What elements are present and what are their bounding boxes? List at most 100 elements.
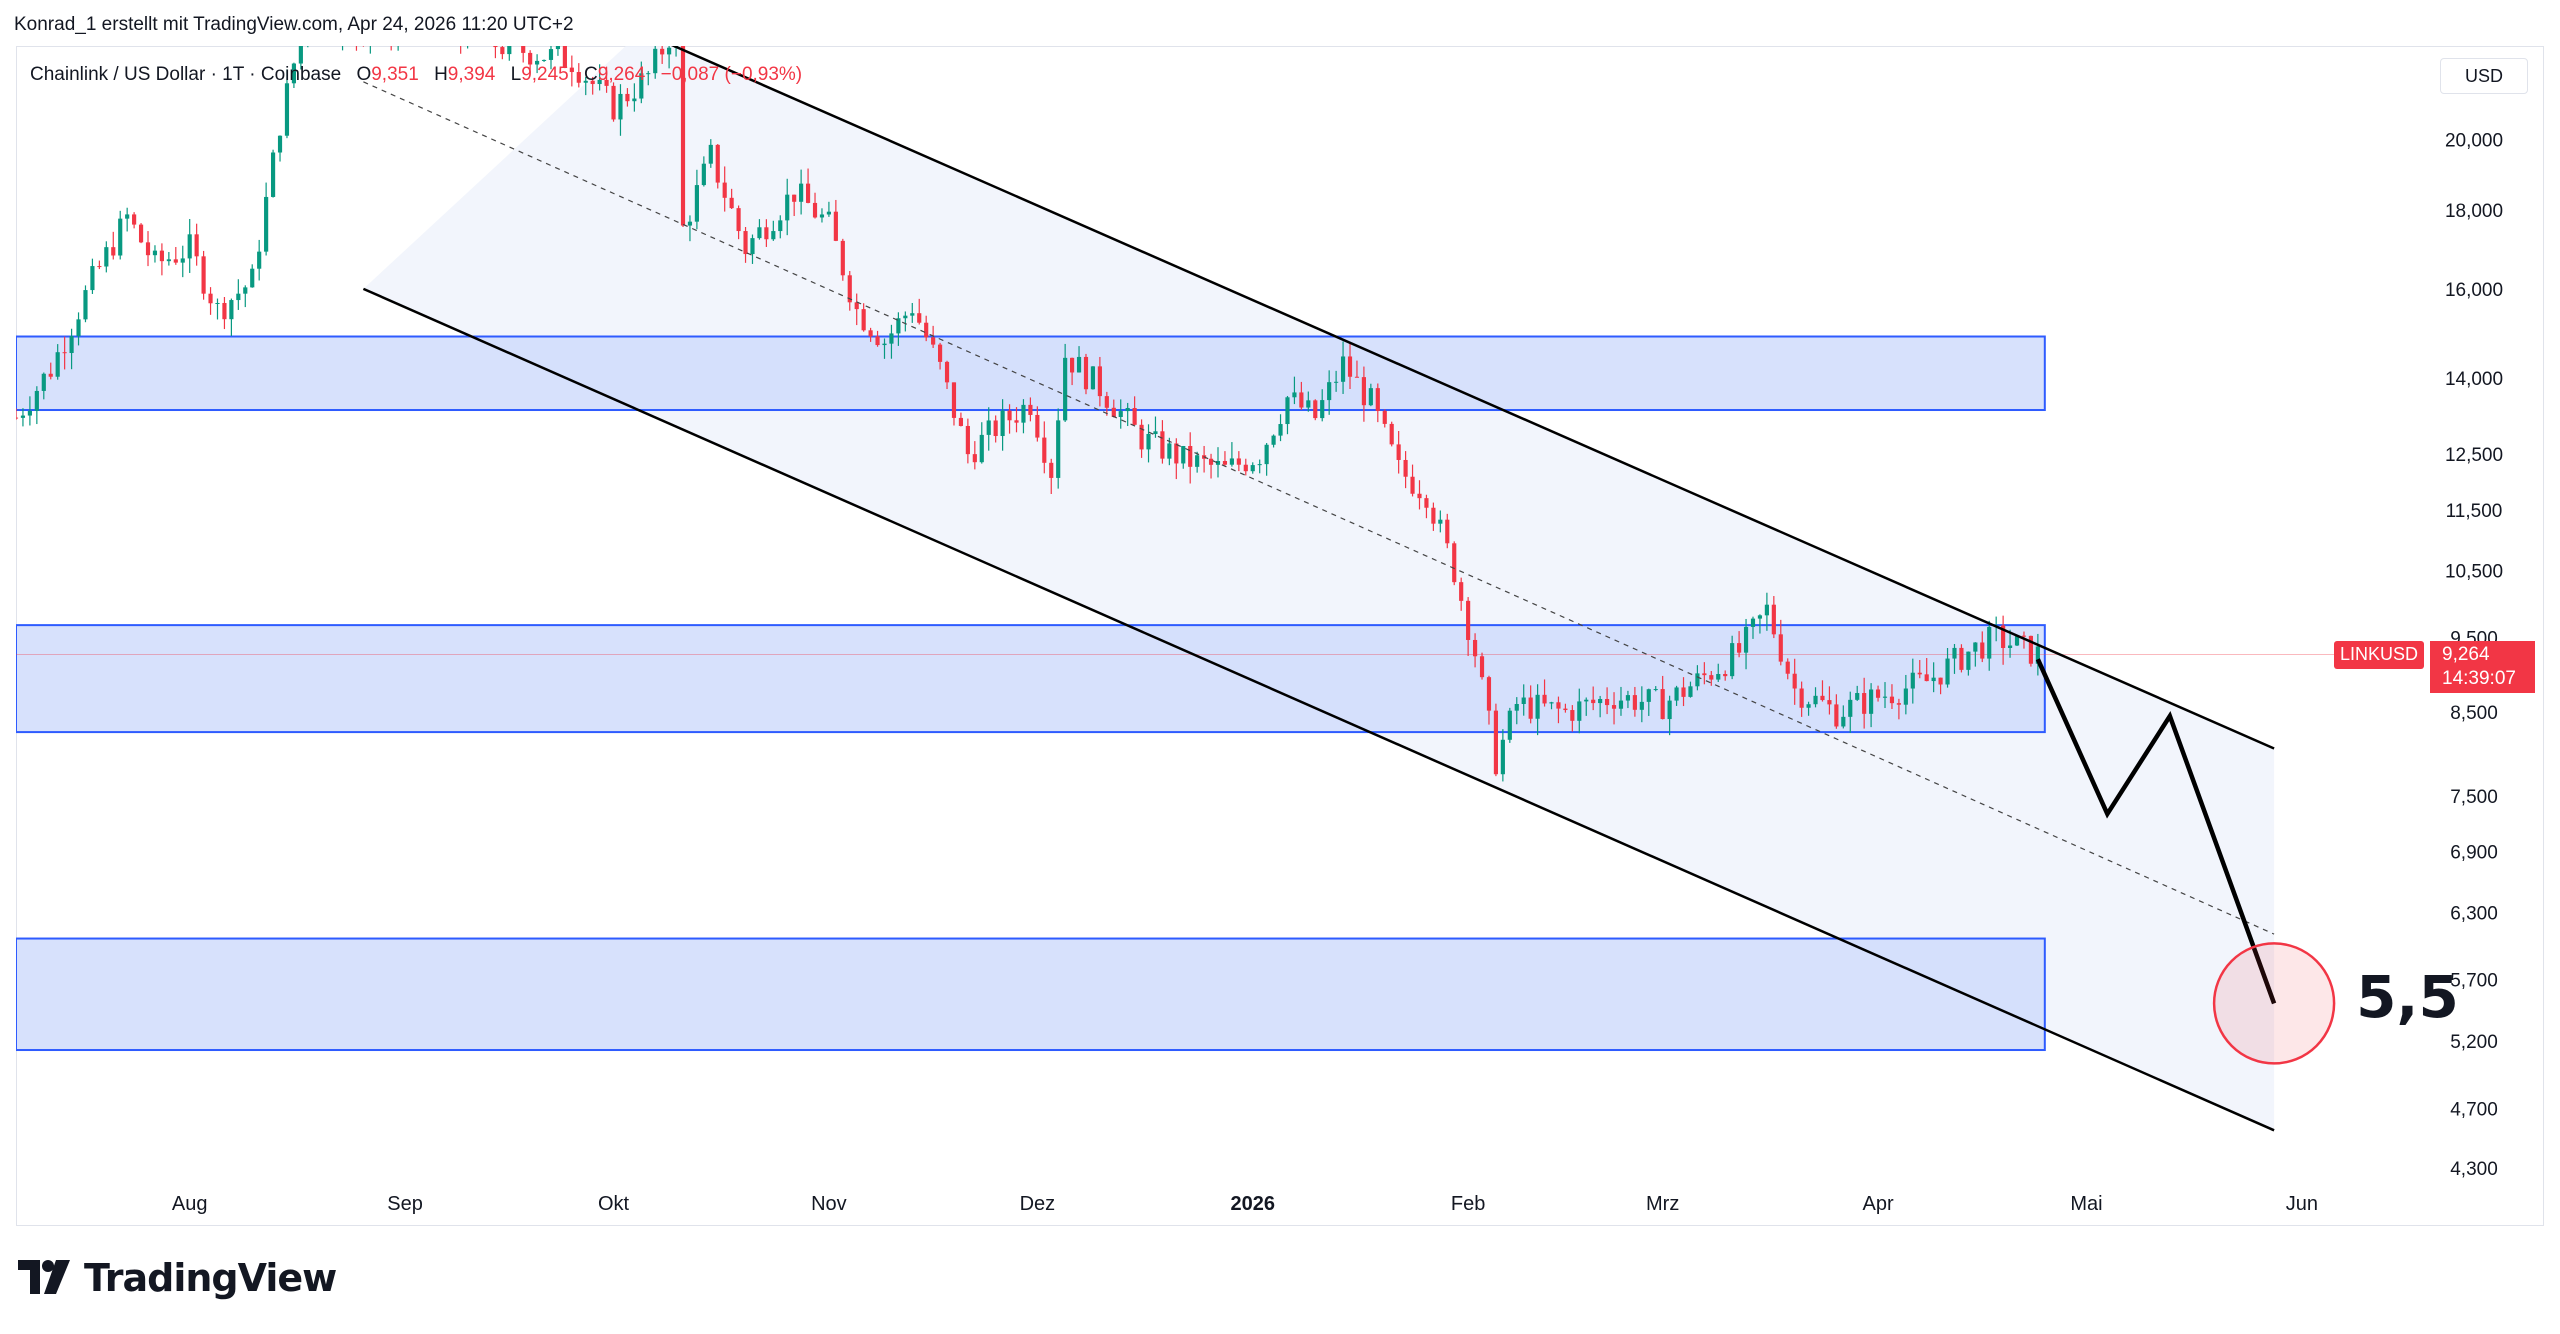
candle-body	[452, 20, 456, 31]
candle	[1014, 407, 1019, 433]
candle	[1570, 705, 1575, 732]
candle-body	[819, 214, 825, 218]
candle-body	[361, 36, 365, 44]
candle-body	[1723, 674, 1728, 677]
candle	[694, 169, 699, 230]
candle	[355, 46, 358, 51]
candle	[1952, 643, 1957, 674]
candle	[792, 194, 797, 217]
price-zone-3	[16, 937, 2046, 1052]
candle-body	[76, 319, 81, 337]
candle	[819, 208, 825, 223]
candle-body	[1361, 377, 1366, 406]
candle	[1792, 658, 1797, 705]
candle	[250, 264, 255, 288]
candle-body	[1584, 699, 1589, 702]
candle	[1299, 381, 1304, 411]
candle	[291, 62, 297, 88]
y-tick-label: 11,500	[2446, 501, 2503, 522]
candle	[632, 83, 637, 112]
candle	[854, 293, 859, 326]
candle-body	[424, 9, 428, 16]
candle	[1723, 670, 1728, 681]
candle-body	[764, 227, 769, 240]
y-tick-label: 4,700	[2450, 1100, 2498, 1121]
candle	[390, 46, 392, 51]
candle-body	[1785, 661, 1790, 674]
candle-body	[729, 197, 734, 209]
candle-body	[1410, 476, 1415, 494]
candle	[979, 422, 984, 464]
candle-body	[1896, 703, 1901, 705]
candle-body	[1632, 695, 1637, 710]
candle	[138, 223, 144, 244]
candle-body	[69, 336, 74, 354]
candle-body	[375, 31, 379, 36]
candle-body	[604, 79, 609, 86]
candle	[1320, 389, 1325, 422]
candle-body	[826, 211, 831, 215]
y-tick-label: 20,000	[2445, 131, 2503, 152]
candle-body	[882, 343, 887, 346]
candle	[1417, 480, 1422, 510]
candle-body	[1368, 388, 1373, 406]
candle	[1528, 685, 1533, 724]
candle-body	[597, 79, 602, 85]
candle-body	[680, 46, 686, 226]
candle	[410, 19, 414, 40]
candle-body	[1243, 464, 1248, 472]
candle	[1889, 684, 1895, 709]
candle	[20, 408, 26, 427]
candle-body	[1264, 444, 1269, 465]
candle	[1354, 360, 1360, 378]
candle	[1862, 677, 1867, 729]
candle	[1431, 502, 1436, 531]
symbol-title[interactable]: Chainlink / US Dollar · 1T · Coinbase	[30, 64, 342, 85]
tradingview-logo[interactable]: TradingView	[18, 1256, 337, 1300]
high-label: H	[434, 64, 448, 85]
candle	[917, 298, 922, 325]
candle-body	[833, 211, 838, 241]
candle	[1167, 437, 1172, 466]
candle	[452, 6, 456, 44]
candle-body	[1646, 689, 1651, 702]
candle-body	[1021, 404, 1026, 423]
currency-button[interactable]: USD	[2440, 58, 2528, 94]
candle	[639, 61, 644, 104]
candle	[937, 342, 943, 370]
candle	[1625, 690, 1631, 709]
candle-body	[687, 221, 693, 226]
candle-body	[298, 46, 303, 64]
candle-body	[910, 313, 915, 316]
candle-body	[1695, 673, 1700, 687]
candle-body	[222, 302, 227, 320]
candle	[1382, 409, 1387, 428]
candle	[403, 11, 407, 42]
candle	[327, 0, 331, 35]
candle	[1368, 383, 1373, 407]
candle-body	[396, 27, 400, 39]
candle-body	[1799, 688, 1804, 708]
candle-body	[1598, 699, 1603, 704]
candle-body	[1521, 697, 1526, 704]
candle-body	[1556, 702, 1561, 709]
candle	[1771, 596, 1776, 639]
candle	[307, 46, 309, 48]
candle-body	[1125, 407, 1130, 412]
candle	[944, 360, 950, 390]
candle	[514, 32, 518, 45]
tradingview-logo-icon	[18, 1260, 70, 1294]
last-price-badge: 9,264 14:39:07	[2430, 640, 2535, 693]
x-tick-label: Jun	[2286, 1193, 2318, 1215]
candle	[1584, 697, 1589, 716]
candle	[590, 76, 595, 95]
candle	[1347, 342, 1353, 390]
y-tick-label: 10,500	[2445, 562, 2503, 583]
candle-body	[1737, 643, 1742, 653]
candle-body	[173, 259, 178, 263]
candle	[375, 25, 379, 45]
candle	[521, 46, 526, 63]
candle-body	[1570, 710, 1575, 721]
candle	[750, 234, 755, 264]
